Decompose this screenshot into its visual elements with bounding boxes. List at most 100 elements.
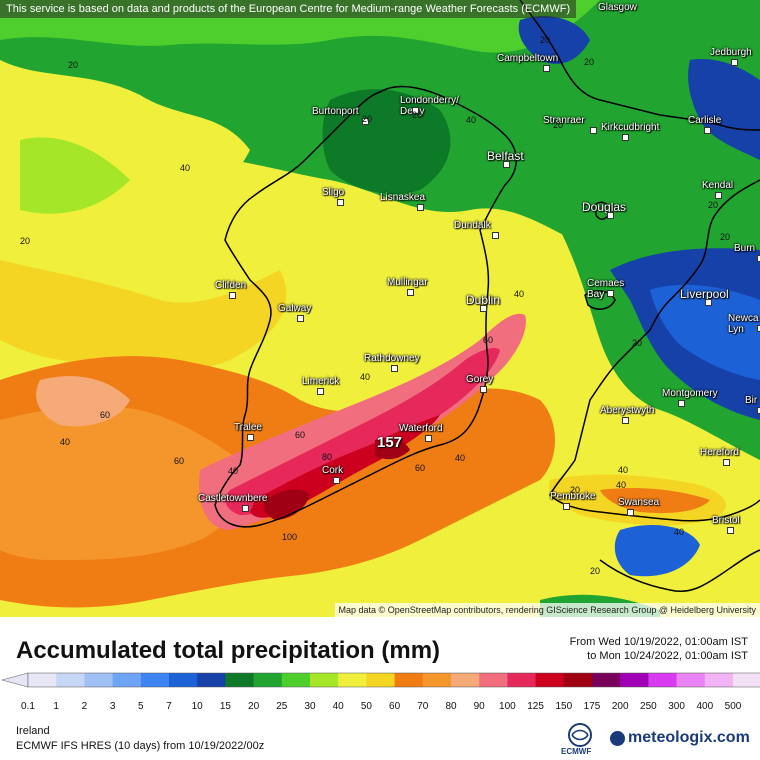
city-label: Swansea [618,497,660,508]
contour-label: 60 [483,335,494,345]
city-dot-icon [607,290,614,297]
city-dot-icon [563,503,570,510]
city-label: Clifden [215,280,247,291]
legend-label: 0.1 [21,701,35,712]
precipitation-map[interactable]: This service is based on data and produc… [0,0,760,617]
legend-label: 70 [417,701,429,712]
city-dot-icon [492,232,499,239]
city-dot-icon [607,212,614,219]
city-label: Cemaes Bay [587,278,625,300]
contour-label: 20 [553,120,564,130]
legend-label: 400 [696,701,714,712]
legend-label: 500 [724,701,742,712]
max-precip-value: 157 [377,434,403,451]
city-label: Cork [322,465,344,476]
precipitation-field [0,0,760,617]
legend-swatch [563,673,593,687]
city-dot-icon [590,127,597,134]
legend-label: 300 [668,701,685,712]
city-dot-icon [480,386,487,393]
city-dot-icon [425,435,432,442]
legend-label: 200 [611,701,629,712]
legend-swatch [620,673,649,687]
city-label: Stranraer [543,115,585,126]
city-label: Bir [745,395,758,406]
legend-label: 125 [527,701,544,712]
contour-label: 20 [720,232,731,242]
city-dot-icon [242,505,249,512]
city-dot-icon [543,65,550,72]
legend-label: 5 [138,701,144,712]
city-dot-icon [503,161,510,168]
legend-bar [1,672,760,688]
legend-label: 175 [583,701,601,712]
legend-swatch [535,673,565,687]
legend-swatch [281,673,311,687]
legend-label: 3 [109,701,116,712]
city-dot-icon [757,325,760,332]
legend-label: 2 [81,701,88,712]
legend-label: 7 [166,701,172,712]
city-dot-icon [705,299,712,306]
legend-swatch [140,673,170,687]
legend-swatch [479,673,508,687]
period-to: to Mon 10/24/2022, 01:00am IST [587,650,748,662]
city-label: Douglas [582,200,627,214]
map-attribution[interactable]: Map data © OpenStreetMap contributors, r… [334,603,760,617]
city-label: Dundalk [454,220,491,231]
city-dot-icon [715,192,722,199]
city-label: Glasgow [598,2,637,13]
city-label: Gorey [466,374,494,385]
city-dot-icon [417,204,424,211]
legend-swatch [366,673,396,687]
legend-arrow-left-icon [1,672,29,688]
city-dot-icon [731,59,738,66]
legend-label: 25 [276,701,288,712]
legend-swatch [310,673,339,687]
city-label: Hereford [700,447,739,458]
city-label: Bristol [712,515,740,526]
city-dot-icon [678,400,685,407]
meteologix-logo-icon [610,731,625,746]
model-run-label: ECMWF IFS HRES (10 days) from 10/19/2022… [16,740,265,752]
city-label: Newca Lyn [728,313,759,335]
contour-label: 40 [60,437,71,447]
forecast-period: From Wed 10/19/2022, 01:00am IST to Mon … [570,635,748,663]
legend-swatch [507,673,537,687]
contour-label: 40 [514,289,525,299]
legend-swatch [197,673,226,687]
contour-label: 20 [20,236,31,246]
city-dot-icon [362,118,369,125]
contour-label: 20 [362,114,373,124]
legend-swatch [592,673,621,687]
legend-label: 20 [248,701,260,712]
city-label: Londonderry/ Derry [400,95,459,117]
legend-swatch [676,673,706,687]
city-dot-icon [704,127,711,134]
city-dot-icon [229,292,236,299]
city-label: Limerick [302,376,340,387]
contour-label: 20 [708,200,719,210]
city-label: Montgomery [662,388,718,399]
city-label: Waterford [399,423,443,434]
city-dot-icon [317,388,324,395]
city-dot-icon [480,305,487,312]
legend-swatch [704,673,734,687]
legend-swatch [422,673,452,687]
contour-label: 100 [282,532,298,542]
legend-label: 60 [389,701,401,712]
city-label: Campbeltown [497,53,559,64]
city-label: Dublin [466,293,501,307]
ecmwf-logo-icon [568,723,592,747]
legend-swatch [338,673,367,687]
meteologix-brand[interactable]: meteologix.com [628,729,750,746]
contour-label: 80 [322,452,333,462]
city-label: Mullingar [387,277,428,288]
city-label: Carlisle [688,115,722,126]
city-label: Liverpool [680,287,729,301]
city-label: Burn [734,243,756,254]
contour-label: 40 [616,480,627,490]
legend-label: 15 [219,701,231,712]
contour-label: 20 [540,35,551,45]
legend-swatch [56,673,85,687]
